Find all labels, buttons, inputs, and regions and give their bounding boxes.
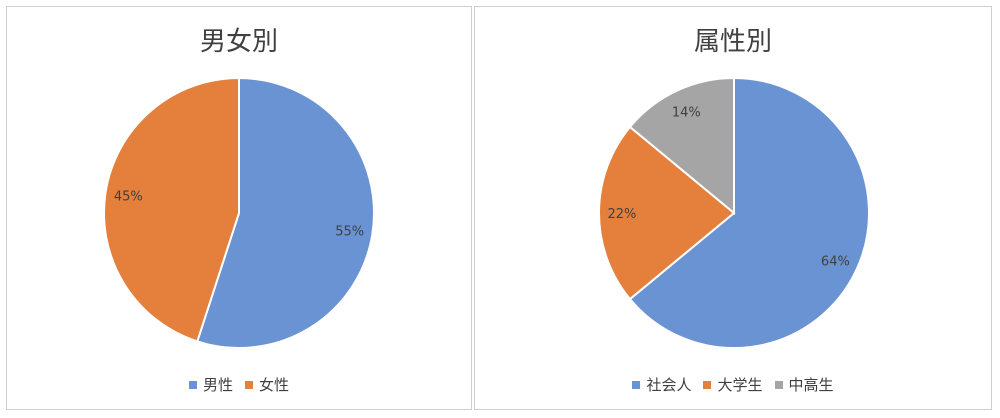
pie-slice-2 — [103, 76, 240, 343]
chart-legend: 社会人 大学生 中高生 — [475, 374, 991, 395]
pie-slice-1 — [196, 76, 375, 349]
data-label: 45% — [114, 189, 143, 204]
legend-label: 社会人 — [646, 376, 692, 394]
legend-label: 大学生 — [717, 376, 763, 394]
chart-title: 男女別 — [199, 27, 278, 57]
legend-swatch — [245, 380, 253, 389]
pie-slice-2 — [598, 125, 736, 301]
legend-item: 中高生 — [774, 374, 834, 395]
data-label: 55% — [335, 225, 364, 240]
legend-label: 男性 — [202, 376, 233, 394]
data-label: 22% — [607, 207, 636, 222]
pie-slice-1 — [628, 76, 870, 349]
legend-item: 大学生 — [703, 374, 763, 395]
legend-swatch — [188, 380, 197, 389]
legend-swatch — [774, 380, 783, 389]
gender-pie-chart: 55% 45% — [103, 76, 375, 349]
data-label: 14% — [672, 106, 701, 121]
legend-item: 男性 — [188, 374, 233, 395]
attribute-pie-chart: 64% 22% 14% — [598, 76, 870, 349]
legend-item: 社会人 — [632, 374, 691, 395]
legend-item: 女性 — [245, 374, 289, 395]
chart-title: 属性別 — [693, 27, 772, 57]
pie-slice-3 — [628, 76, 735, 216]
gender-chart-panel: 男女別 55% 45% 男性 女性 — [6, 6, 472, 410]
data-label: 64% — [821, 255, 850, 270]
legend-label: 中高生 — [788, 376, 834, 394]
chart-legend: 男性 女性 — [7, 374, 471, 395]
attribute-chart-panel: 属性別 64% 22% 14% 社会人 大学生 中高生 — [474, 6, 992, 410]
legend-label: 女性 — [259, 376, 290, 394]
legend-swatch — [632, 380, 641, 389]
legend-swatch — [703, 380, 712, 389]
